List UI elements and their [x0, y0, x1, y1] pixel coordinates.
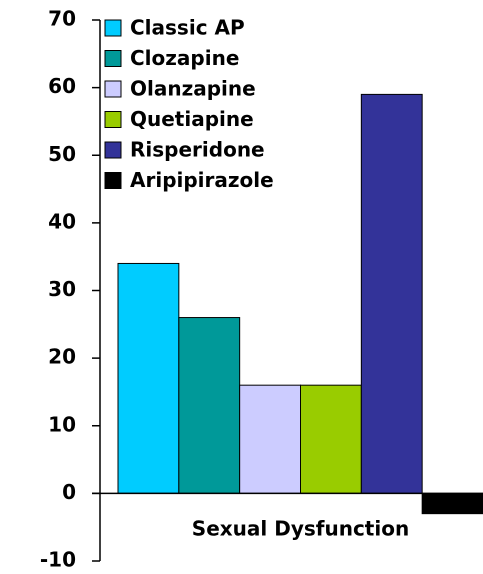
- legend-label: Quetiapine: [130, 107, 254, 131]
- legend-swatch: [104, 141, 122, 159]
- y-tick-label: 70: [48, 7, 76, 31]
- legend-swatch: [104, 111, 122, 128]
- y-tick-label: 30: [48, 277, 76, 301]
- legend-swatch: [104, 19, 122, 37]
- y-tick-label: 20: [48, 345, 76, 369]
- y-tick-label: 0: [62, 480, 76, 504]
- bar: [421, 492, 483, 515]
- bar: [178, 317, 241, 494]
- legend-swatch: [104, 80, 122, 98]
- y-tick-label: 40: [48, 209, 76, 233]
- legend-label: Classic AP: [130, 16, 245, 40]
- y-tick-label: 60: [48, 74, 76, 98]
- legend-swatch: [104, 50, 122, 67]
- bar: [300, 384, 362, 494]
- legend-swatch: [104, 172, 122, 189]
- legend-label: Risperidone: [130, 138, 265, 162]
- x-tick-label: Sexual Dysfunction: [192, 517, 409, 541]
- legend-label: Olanzapine: [130, 77, 256, 101]
- y-tick-label: 10: [48, 412, 76, 436]
- y-tick-label: 50: [48, 142, 76, 166]
- bar: [239, 384, 302, 494]
- legend-label: Clozapine: [130, 46, 239, 70]
- y-tick-label: -10: [40, 548, 76, 571]
- legend-label: Aripipirazole: [130, 168, 274, 192]
- bar: [360, 93, 423, 494]
- bar: [117, 262, 180, 494]
